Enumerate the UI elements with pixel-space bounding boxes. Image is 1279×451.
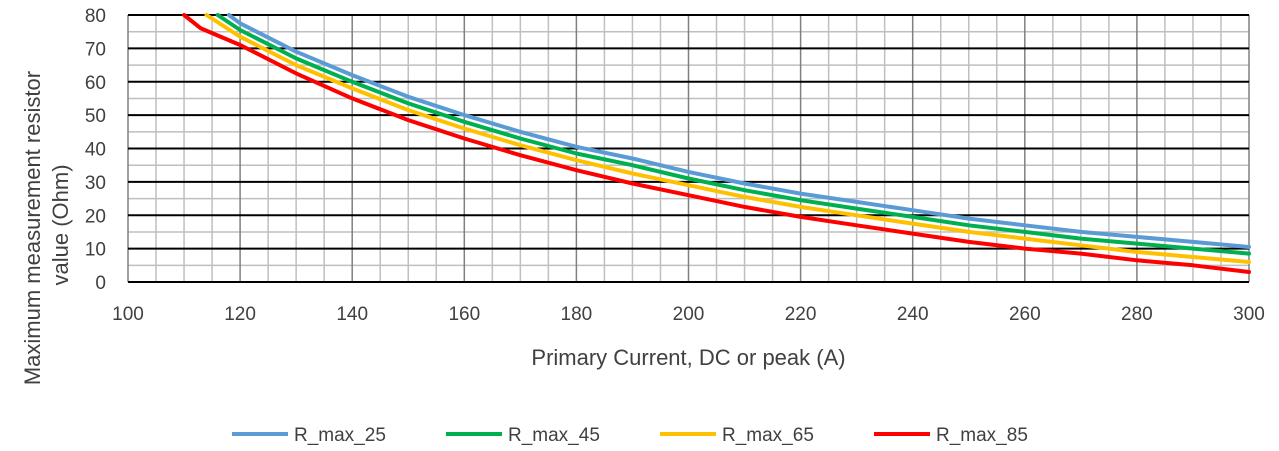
series-line-r-max-45 (215, 13, 1251, 256)
y-axis-tick-labels: 0 10 20 30 40 50 60 70 80 (85, 6, 106, 294)
y-tick-label: 0 (95, 273, 106, 294)
series-line-r-max-65 (204, 13, 1251, 264)
legend-label: R_max_65 (722, 425, 814, 446)
y-tick-label: 20 (85, 206, 106, 227)
y-axis-title-line-2: value (Ohm) (48, 164, 73, 285)
legend-label: R_max_85 (936, 425, 1028, 446)
y-tick-label: 10 (85, 240, 106, 261)
x-tick-label: 160 (448, 304, 480, 325)
y-tick-label: 40 (85, 140, 106, 161)
x-axis-tick-labels: 100 120 140 160 180 200 220 240 260 280 300 (112, 304, 1265, 325)
y-tick-label: 50 (85, 106, 106, 127)
legend-label: R_max_45 (508, 425, 600, 446)
y-tick-label: 70 (85, 39, 106, 60)
x-axis-title: Primary Current, DC or peak (A) (531, 345, 845, 370)
series-line-r-max-85 (182, 13, 1251, 274)
x-tick-label: 300 (1233, 304, 1265, 325)
y-axis-title: Maximum measurement resistor value (Ohm) (20, 65, 73, 385)
x-tick-label: 120 (224, 304, 256, 325)
y-axis-title-line-1: Maximum measurement resistor (20, 71, 45, 385)
x-tick-label: 240 (897, 304, 929, 325)
x-tick-label: 280 (1121, 304, 1153, 325)
y-tick-label: 80 (85, 6, 106, 27)
y-tick-label: 30 (85, 173, 106, 194)
x-tick-label: 260 (1009, 304, 1041, 325)
x-tick-label: 100 (112, 304, 144, 325)
x-tick-label: 140 (336, 304, 368, 325)
y-tick-label: 60 (85, 73, 106, 94)
series-lines (182, 13, 1251, 274)
series-line-r-max-25 (226, 13, 1251, 249)
x-tick-label: 180 (561, 304, 593, 325)
x-tick-label: 200 (673, 304, 705, 325)
x-tick-label: 220 (785, 304, 817, 325)
legend: R_max_25 R_max_45 R_max_65 R_max_85 (232, 425, 1028, 446)
legend-label: R_max_25 (294, 425, 386, 446)
